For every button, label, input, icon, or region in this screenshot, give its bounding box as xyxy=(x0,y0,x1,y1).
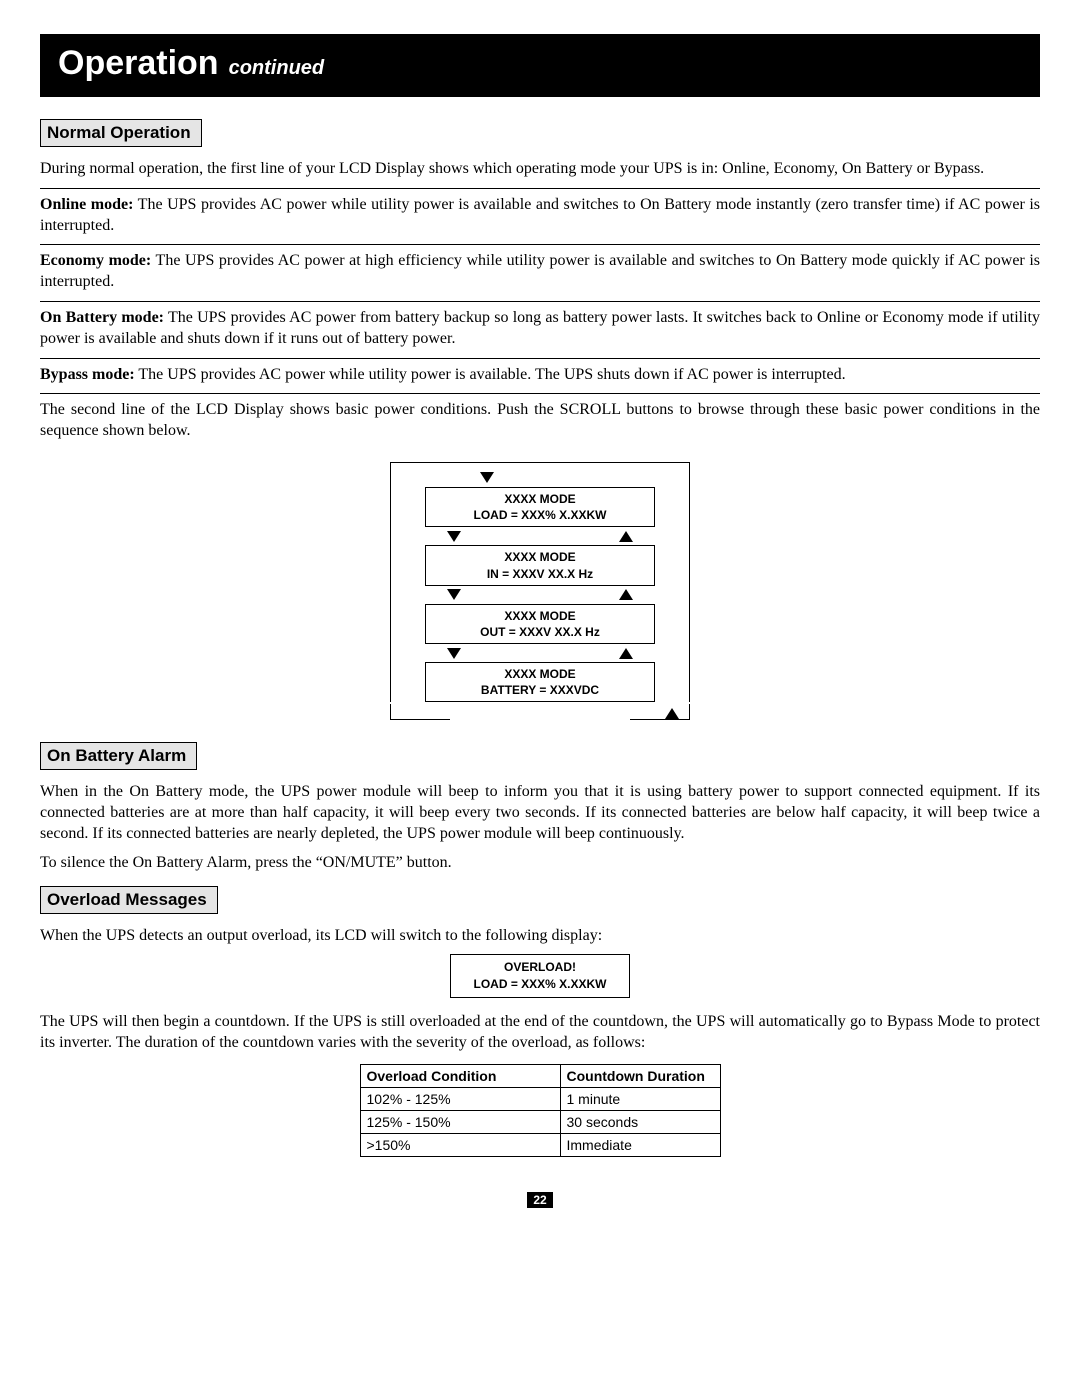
scroll-instruction: The second line of the LCD Display shows… xyxy=(40,400,1040,442)
page-number-wrap: 22 xyxy=(40,1191,1040,1209)
mode-text: The UPS provides AC power while utility … xyxy=(135,366,846,383)
countdown-table: Overload Condition Countdown Duration 10… xyxy=(360,1064,721,1157)
section-heading-alarm: On Battery Alarm xyxy=(40,742,197,770)
arrow-row xyxy=(425,529,655,543)
lcd-line2: OUT = XXXV XX.X Hz xyxy=(480,625,600,639)
triangle-down-icon xyxy=(480,472,494,483)
page-subtitle: continued xyxy=(229,57,325,79)
lcd-line1: XXXX MODE xyxy=(504,492,575,506)
arrow-row xyxy=(425,471,655,485)
arrow-row xyxy=(425,588,655,602)
lcd-line1: XXXX MODE xyxy=(504,667,575,681)
divider xyxy=(40,188,1040,189)
section-heading-overload: Overload Messages xyxy=(40,886,218,914)
lcd-line2: IN = XXXV XX.X Hz xyxy=(487,567,593,581)
lcd-line1: XXXX MODE xyxy=(504,609,575,623)
mode-onbattery: On Battery mode: The UPS provides AC pow… xyxy=(40,308,1040,350)
table-cell: 102% - 125% xyxy=(360,1087,560,1110)
page: Operation continued Normal Operation Dur… xyxy=(0,0,1080,1239)
overload-lcd-box: OVERLOAD! LOAD = XXX% X.XXKW xyxy=(450,954,630,998)
triangle-down-icon xyxy=(447,589,461,600)
divider xyxy=(40,358,1040,359)
alarm-p2: To silence the On Battery Alarm, press t… xyxy=(40,853,1040,874)
section-heading-normal: Normal Operation xyxy=(40,119,202,147)
mode-label: On Battery mode: xyxy=(40,309,164,326)
triangle-up-icon xyxy=(619,531,633,542)
mode-text: The UPS provides AC power from battery b… xyxy=(40,309,1040,347)
table-cell: 1 minute xyxy=(560,1087,720,1110)
flow-return-arrows xyxy=(390,704,690,720)
lcd-flow-frame: XXXX MODE LOAD = XXX% X.XXKW XXXX MODE I… xyxy=(390,462,690,703)
lcd-line1: XXXX MODE xyxy=(504,550,575,564)
mode-label: Online mode: xyxy=(40,196,133,213)
lcd-line2: LOAD = XXX% X.XXKW xyxy=(473,508,606,522)
flow-stub-right xyxy=(630,704,690,720)
mode-text: The UPS provides AC power while utility … xyxy=(40,196,1040,234)
mode-economy: Economy mode: The UPS provides AC power … xyxy=(40,251,1040,293)
mode-bypass: Bypass mode: The UPS provides AC power w… xyxy=(40,365,1040,386)
lcd-screen: XXXX MODE BATTERY = XXXVDC xyxy=(425,662,655,702)
mode-label: Economy mode: xyxy=(40,252,151,269)
triangle-down-icon xyxy=(447,531,461,542)
title-bar: Operation continued xyxy=(40,34,1040,97)
table-row: 125% - 150% 30 seconds xyxy=(360,1110,720,1133)
table-cell: 125% - 150% xyxy=(360,1110,560,1133)
table-row: >150% Immediate xyxy=(360,1133,720,1156)
page-title: Operation xyxy=(58,44,219,82)
table-header-row: Overload Condition Countdown Duration xyxy=(360,1064,720,1087)
mode-text: The UPS provides AC power at high effici… xyxy=(40,252,1040,290)
page-number: 22 xyxy=(527,1192,552,1208)
lcd-screen: XXXX MODE OUT = XXXV XX.X Hz xyxy=(425,604,655,644)
triangle-up-icon xyxy=(665,708,679,719)
normal-intro: During normal operation, the first line … xyxy=(40,159,1040,180)
divider xyxy=(40,301,1040,302)
mode-online: Online mode: The UPS provides AC power w… xyxy=(40,195,1040,237)
table-row: 102% - 125% 1 minute xyxy=(360,1087,720,1110)
divider xyxy=(40,393,1040,394)
table-cell: 30 seconds xyxy=(560,1110,720,1133)
triangle-up-icon xyxy=(619,648,633,659)
mode-label: Bypass mode: xyxy=(40,366,135,383)
overload-intro: When the UPS detects an output overload,… xyxy=(40,926,1040,947)
overload-lcd-line1: OVERLOAD! xyxy=(504,960,576,974)
table-header: Countdown Duration xyxy=(560,1064,720,1087)
table-cell: >150% xyxy=(360,1133,560,1156)
overload-after: The UPS will then begin a countdown. If … xyxy=(40,1012,1040,1054)
table-header: Overload Condition xyxy=(360,1064,560,1087)
lcd-screen: XXXX MODE IN = XXXV XX.X Hz xyxy=(425,545,655,585)
divider xyxy=(40,244,1040,245)
lcd-screen: XXXX MODE LOAD = XXX% X.XXKW xyxy=(425,487,655,527)
overload-lcd-line2: LOAD = XXX% X.XXKW xyxy=(473,977,606,991)
lcd-line2: BATTERY = XXXVDC xyxy=(481,683,599,697)
alarm-p1: When in the On Battery mode, the UPS pow… xyxy=(40,782,1040,844)
triangle-down-icon xyxy=(447,648,461,659)
arrow-row xyxy=(425,646,655,660)
triangle-up-icon xyxy=(619,589,633,600)
flow-stub-left xyxy=(390,704,450,720)
table-cell: Immediate xyxy=(560,1133,720,1156)
lcd-flow-diagram: XXXX MODE LOAD = XXX% X.XXKW XXXX MODE I… xyxy=(390,462,690,721)
